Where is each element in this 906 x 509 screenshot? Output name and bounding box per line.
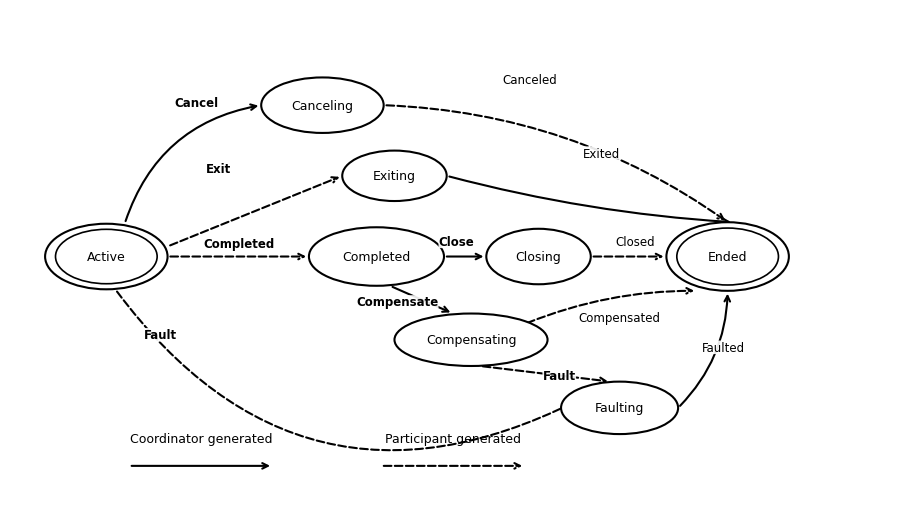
Text: Fault: Fault <box>543 369 576 382</box>
Text: Ended: Ended <box>708 250 747 264</box>
Text: Participant generated: Participant generated <box>385 432 521 445</box>
Ellipse shape <box>342 151 447 202</box>
Ellipse shape <box>667 223 789 291</box>
Text: Fault: Fault <box>144 329 177 342</box>
Text: Coordinator generated: Coordinator generated <box>130 432 272 445</box>
Text: Canceled: Canceled <box>502 74 557 88</box>
Text: Canceling: Canceling <box>292 99 353 112</box>
Text: Completed: Completed <box>203 238 275 251</box>
Text: Active: Active <box>87 250 126 264</box>
Text: Faulting: Faulting <box>595 402 644 414</box>
Text: Cancel: Cancel <box>174 97 218 110</box>
Text: Compensated: Compensated <box>579 311 660 324</box>
Text: Exited: Exited <box>583 147 621 160</box>
Ellipse shape <box>487 230 591 285</box>
Text: Compensating: Compensating <box>426 333 516 347</box>
Ellipse shape <box>561 382 678 434</box>
Text: Closing: Closing <box>516 250 562 264</box>
Text: Exiting: Exiting <box>373 170 416 183</box>
Text: Close: Close <box>439 236 475 248</box>
Text: Exit: Exit <box>207 162 232 176</box>
Ellipse shape <box>261 78 383 134</box>
Text: Faulted: Faulted <box>701 341 745 354</box>
Text: Compensate: Compensate <box>356 296 439 309</box>
Ellipse shape <box>394 314 547 366</box>
Text: Completed: Completed <box>342 250 410 264</box>
Text: Closed: Closed <box>615 236 655 248</box>
Ellipse shape <box>45 224 168 290</box>
Ellipse shape <box>309 228 444 286</box>
